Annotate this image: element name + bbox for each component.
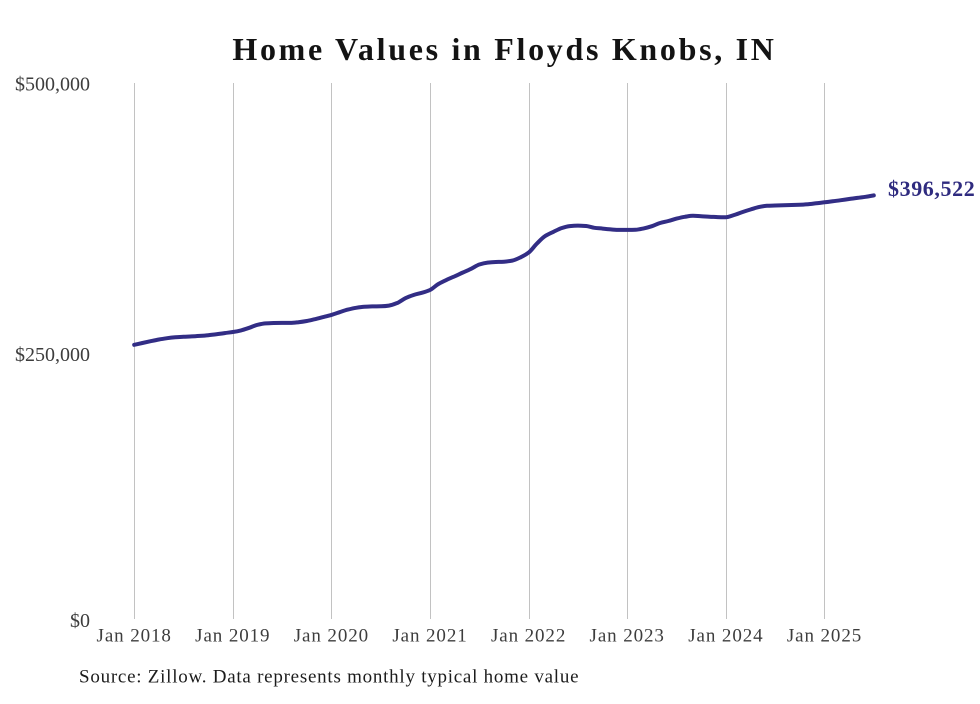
svg-text:Home Values in Floyds Knobs, I: Home Values in Floyds Knobs, IN: [232, 31, 776, 67]
svg-text:Jan 2022: Jan 2022: [491, 625, 566, 646]
svg-text:Jan 2025: Jan 2025: [787, 625, 862, 646]
svg-text:$250,000: $250,000: [15, 344, 90, 366]
svg-text:Jan 2018: Jan 2018: [97, 625, 172, 646]
svg-text:Jan 2019: Jan 2019: [195, 625, 270, 646]
svg-text:Jan 2021: Jan 2021: [392, 625, 467, 646]
svg-text:Jan 2023: Jan 2023: [590, 625, 665, 646]
svg-text:Jan 2020: Jan 2020: [294, 625, 369, 646]
svg-text:Jan 2024: Jan 2024: [688, 625, 763, 646]
svg-text:$396,522: $396,522: [888, 176, 975, 201]
svg-text:$0: $0: [70, 610, 90, 632]
svg-text:Source: Zillow. Data represent: Source: Zillow. Data represents monthly …: [79, 667, 579, 688]
svg-text:$500,000: $500,000: [15, 74, 90, 96]
